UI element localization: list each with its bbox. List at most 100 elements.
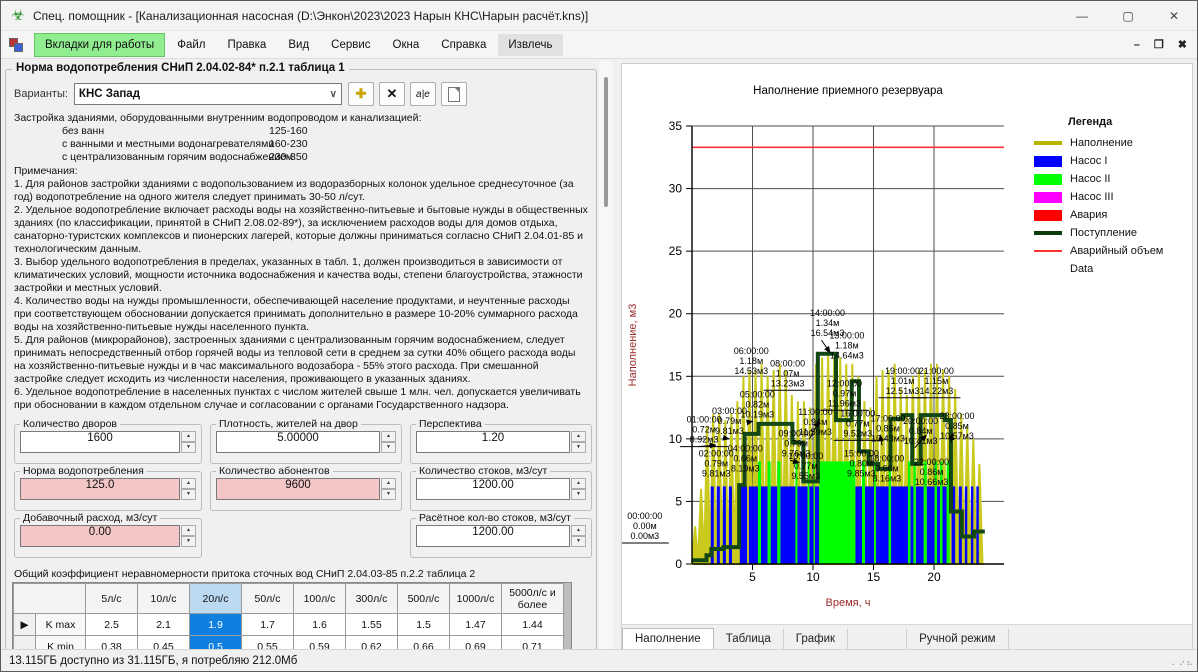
svg-text:25: 25 [669, 244, 683, 258]
field-value-input[interactable]: 1200.00 [416, 478, 570, 500]
spin-up-button[interactable]: ▲ [181, 478, 196, 489]
tab-график[interactable]: График [784, 629, 848, 650]
field-value-input[interactable]: 125.0 [20, 478, 180, 500]
grid-cell[interactable]: 1.6 [294, 614, 346, 636]
grid-cell[interactable]: 1.55 [346, 614, 398, 636]
svg-text:0.79м: 0.79м [784, 438, 808, 448]
field-value-input[interactable]: 5.00000 [216, 431, 380, 453]
svg-text:14.22м3: 14.22м3 [920, 386, 954, 396]
spin-up-button[interactable]: ▲ [181, 431, 196, 442]
field-перспектива: Перспектива1.20▲▼ [410, 424, 592, 464]
grid-col-header[interactable]: 1000л/с [450, 584, 502, 614]
left-panel-scrollbar[interactable] [599, 61, 613, 651]
delete-variant-button[interactable]: ✕ [379, 82, 405, 106]
field-value-input[interactable]: 1200.00 [416, 525, 570, 547]
grid-col-header[interactable]: 50л/с [242, 584, 294, 614]
menu-item-вкладки-для-работы[interactable]: Вкладки для работы [34, 33, 165, 57]
svg-text:12:00:00: 12:00:00 [827, 378, 862, 388]
grid-col-header[interactable]: 300л/с [346, 584, 398, 614]
spin-down-button[interactable]: ▼ [571, 442, 586, 453]
spin-up-button[interactable]: ▲ [381, 478, 396, 489]
grid-cell[interactable]: 1.9 [190, 614, 242, 636]
status-bar: 13.115ГБ доступно из 31.115ГБ, я потребл… [1, 649, 1197, 671]
field-value-input[interactable]: 1600 [20, 431, 180, 453]
field-value-input[interactable]: 1.20 [416, 431, 570, 453]
spin-down-button[interactable]: ▼ [181, 489, 196, 500]
pump-bar [942, 486, 946, 564]
grid-col-header[interactable]: 10л/с [138, 584, 190, 614]
close-button[interactable]: ✕ [1151, 1, 1197, 31]
note-paragraph: 1. Для районов застройки зданиями с водо… [14, 178, 588, 204]
grid-cell[interactable]: 1.47 [450, 614, 502, 636]
spin-down-button[interactable]: ▼ [571, 489, 586, 500]
spin-buttons: ▲▼ [571, 478, 586, 500]
app-icon: ☣ [9, 7, 27, 25]
svg-text:10.19м3: 10.19м3 [740, 410, 774, 420]
mdi-close-button[interactable]: ✖ [1178, 38, 1187, 51]
spin-down-button[interactable]: ▼ [381, 442, 396, 453]
spin-up-button[interactable]: ▲ [381, 431, 396, 442]
legend-swatch-насос-ii [1034, 174, 1062, 185]
tab-наполнение[interactable]: Наполнение [622, 628, 714, 650]
variant-combobox[interactable]: КНС Запад ∨ [74, 83, 342, 105]
resize-grip[interactable]: ⡀⡠⣄ [1171, 655, 1194, 666]
consumption-name: с ванными и местными водонагревателями [14, 138, 274, 150]
swatch [1034, 192, 1062, 203]
spin-down-button[interactable]: ▼ [181, 442, 196, 453]
pump-bar [971, 486, 973, 564]
menu-item-справка[interactable]: Справка [431, 34, 496, 56]
svg-text:9.81м3: 9.81м3 [715, 426, 744, 436]
grid-col-header[interactable]: 500л/с [398, 584, 450, 614]
spin-control: 5.00000▲▼ [216, 431, 396, 453]
spin-down-button[interactable]: ▼ [181, 536, 196, 547]
mdi-restore-button[interactable]: ❐ [1154, 38, 1164, 51]
grid-cell[interactable]: 1.7 [242, 614, 294, 636]
field-value-input[interactable]: 9600 [216, 478, 380, 500]
grid-cell[interactable]: 1.44 [502, 614, 564, 636]
toolbar-app-icon[interactable] [7, 35, 27, 55]
legend-swatch-насос-i [1034, 156, 1062, 167]
rename-variant-button[interactable]: a|e [410, 82, 436, 106]
menu-item-вид[interactable]: Вид [278, 34, 319, 56]
note-paragraph: 3. Выбор удельного водопотребления в пре… [14, 256, 588, 295]
grid-cell[interactable]: 1.5 [398, 614, 450, 636]
pump-bar [927, 486, 935, 564]
add-variant-button[interactable]: ✚ [348, 82, 374, 106]
spin-up-button[interactable]: ▲ [181, 525, 196, 536]
spin-up-button[interactable]: ▲ [571, 431, 586, 442]
legend-entry: Аварийный объем [1034, 242, 1186, 260]
mdi-minimize-button[interactable]: – [1134, 39, 1140, 51]
chevron-down-icon: ∨ [330, 89, 337, 100]
menu-item-правка[interactable]: Правка [217, 34, 276, 56]
svg-text:06:00:00: 06:00:00 [734, 346, 769, 356]
tab-таблица[interactable]: Таблица [714, 629, 784, 650]
spin-down-button[interactable]: ▼ [381, 489, 396, 500]
grid-col-header[interactable]: 5000л/с и более [502, 584, 564, 614]
menu-item-файл[interactable]: Файл [167, 34, 215, 56]
tab-ручной-режим[interactable]: Ручной режим [906, 629, 1008, 650]
report-button[interactable] [441, 82, 467, 106]
grid-cell[interactable]: 2.5 [86, 614, 138, 636]
svg-text:5: 5 [749, 570, 756, 584]
pump-bar [758, 461, 761, 564]
spin-down-button[interactable]: ▼ [571, 536, 586, 547]
legend-label: Data [1070, 263, 1093, 275]
grid-col-header[interactable]: 20л/с [190, 584, 242, 614]
menu-item-извлечь[interactable]: Извлечь [498, 34, 562, 56]
menu-bar: Вкладки для работыФайлПравкаВидСервисОкн… [1, 31, 1197, 59]
page-icon [448, 87, 460, 102]
minimize-button[interactable]: — [1059, 1, 1105, 31]
field-label: Перспектива [416, 418, 485, 430]
menu-item-сервис[interactable]: Сервис [321, 34, 380, 56]
maximize-button[interactable]: ▢ [1105, 1, 1151, 31]
field-value-input[interactable]: 0.00 [20, 525, 180, 547]
bottom-tab-strip: НаполнениеТаблицаГрафик Ручной режим [622, 624, 1192, 650]
grid-cell[interactable]: 2.1 [138, 614, 190, 636]
grid-col-header[interactable]: 5л/с [86, 584, 138, 614]
grid-col-header[interactable]: 100л/с [294, 584, 346, 614]
swatch [1034, 156, 1062, 167]
spin-up-button[interactable]: ▲ [571, 478, 586, 489]
spin-up-button[interactable]: ▲ [571, 525, 586, 536]
scrollbar-thumb[interactable] [604, 77, 608, 207]
menu-item-окна[interactable]: Окна [383, 34, 430, 56]
